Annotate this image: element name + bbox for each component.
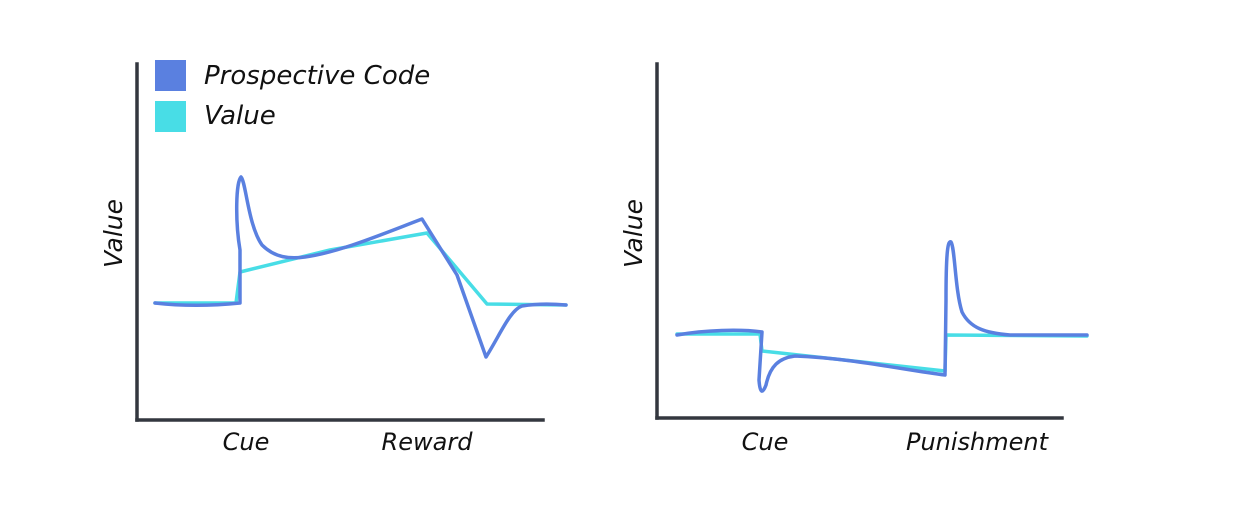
series-line-prospective-code-left [153, 175, 568, 359]
y-axis-label-left: Value [99, 199, 128, 268]
y-axis-label-right: Value [619, 199, 648, 268]
x-tick-label-cue-right: Cue [742, 428, 789, 456]
panel-punishment: Value Cue Punishment [619, 62, 1089, 456]
series-line-prospective-code-right [675, 240, 1089, 393]
legend-label-value: Value [204, 101, 276, 131]
legend-label-prospective-code: Prospective Code [204, 61, 430, 91]
panel-reward: Prospective Code Value Value Cue Reward [99, 60, 568, 456]
x-tick-label-cue-left: Cue [223, 428, 270, 456]
x-tick-label-punishment: Punishment [906, 428, 1050, 456]
legend-swatch-value [155, 101, 186, 132]
x-tick-label-reward: Reward [382, 428, 474, 456]
legend-swatch-prospective-code [155, 60, 186, 91]
